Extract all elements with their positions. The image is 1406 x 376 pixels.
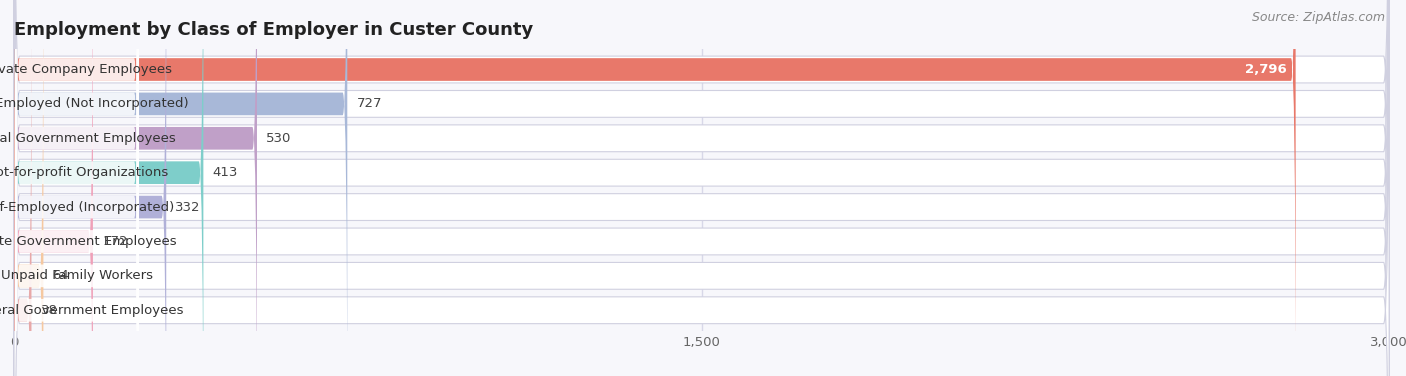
Text: Unpaid Family Workers: Unpaid Family Workers	[1, 269, 153, 282]
FancyBboxPatch shape	[14, 0, 347, 376]
FancyBboxPatch shape	[14, 0, 1389, 376]
Text: 38: 38	[41, 304, 58, 317]
FancyBboxPatch shape	[14, 0, 1389, 376]
FancyBboxPatch shape	[15, 0, 139, 376]
Text: Self-Employed (Incorporated): Self-Employed (Incorporated)	[0, 200, 174, 214]
FancyBboxPatch shape	[14, 0, 1389, 376]
FancyBboxPatch shape	[14, 0, 257, 376]
FancyBboxPatch shape	[14, 0, 31, 376]
Text: 332: 332	[176, 200, 201, 214]
Text: 530: 530	[266, 132, 291, 145]
FancyBboxPatch shape	[15, 0, 139, 376]
FancyBboxPatch shape	[14, 0, 1389, 376]
FancyBboxPatch shape	[14, 0, 1389, 376]
FancyBboxPatch shape	[14, 0, 93, 376]
FancyBboxPatch shape	[14, 0, 204, 376]
Text: 172: 172	[103, 235, 128, 248]
Text: Self-Employed (Not Incorporated): Self-Employed (Not Incorporated)	[0, 97, 188, 111]
Text: Federal Government Employees: Federal Government Employees	[0, 304, 184, 317]
Text: Private Company Employees: Private Company Employees	[0, 63, 173, 76]
Text: State Government Employees: State Government Employees	[0, 235, 177, 248]
Text: 727: 727	[357, 97, 382, 111]
FancyBboxPatch shape	[15, 0, 139, 376]
Text: 2,796: 2,796	[1244, 63, 1286, 76]
FancyBboxPatch shape	[14, 0, 166, 376]
FancyBboxPatch shape	[14, 0, 44, 376]
FancyBboxPatch shape	[14, 0, 1295, 376]
FancyBboxPatch shape	[15, 0, 139, 376]
Text: Not-for-profit Organizations: Not-for-profit Organizations	[0, 166, 167, 179]
Text: 413: 413	[212, 166, 238, 179]
FancyBboxPatch shape	[15, 0, 139, 376]
FancyBboxPatch shape	[14, 0, 1389, 376]
FancyBboxPatch shape	[15, 0, 139, 376]
Text: Local Government Employees: Local Government Employees	[0, 132, 176, 145]
Text: Employment by Class of Employer in Custer County: Employment by Class of Employer in Custe…	[14, 21, 533, 39]
Text: Source: ZipAtlas.com: Source: ZipAtlas.com	[1251, 11, 1385, 24]
Text: 64: 64	[52, 269, 69, 282]
FancyBboxPatch shape	[15, 0, 139, 376]
FancyBboxPatch shape	[15, 0, 139, 376]
FancyBboxPatch shape	[14, 0, 1389, 376]
FancyBboxPatch shape	[14, 0, 1389, 376]
